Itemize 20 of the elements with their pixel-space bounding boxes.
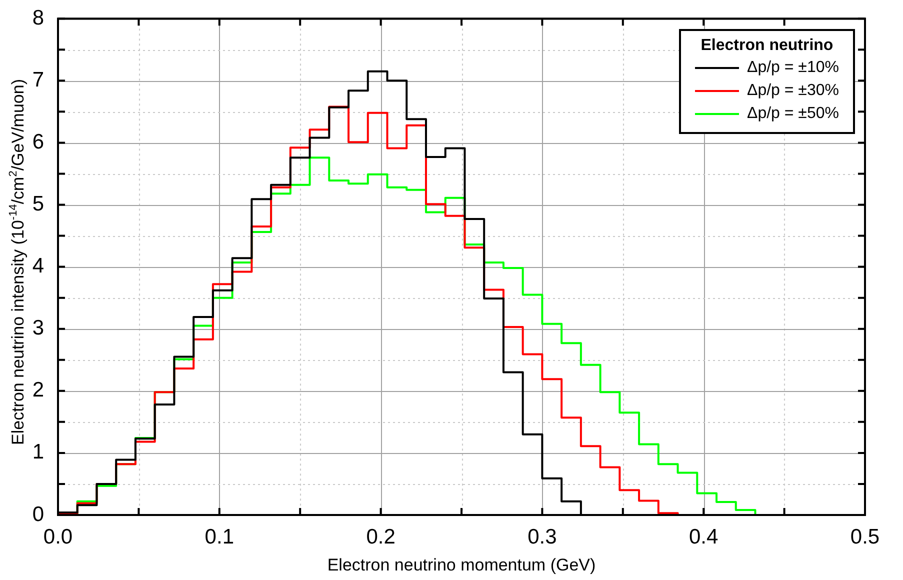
legend-label: Δp/p = ±50% xyxy=(747,105,839,124)
x-tick-label: 0.1 xyxy=(204,525,234,548)
y-tick-label: 7 xyxy=(32,68,44,92)
y-tick-label: 4 xyxy=(32,254,44,278)
x-axis-title: Electron neutrino momentum (GeV) xyxy=(327,555,596,574)
x-tick-label: 0.0 xyxy=(43,525,73,548)
legend-label: Δp/p = ±10% xyxy=(747,59,839,78)
x-tick-label: 0.4 xyxy=(689,525,719,548)
y-tick-label: 0 xyxy=(32,502,44,526)
y-tick-label: 1 xyxy=(32,440,44,464)
legend-title: Electron neutrino xyxy=(700,36,834,55)
y-tick-label: 2 xyxy=(32,378,44,402)
x-tick-label: 0.3 xyxy=(528,525,557,548)
x-tick-label: 0.2 xyxy=(366,525,396,548)
y-tick-label: 8 xyxy=(32,6,44,30)
y-tick-label: 3 xyxy=(32,316,44,340)
legend-label: Δp/p = ±30% xyxy=(747,82,839,100)
y-tick-label: 6 xyxy=(32,130,44,154)
x-tick-label: 0.5 xyxy=(850,525,880,548)
y-tick-label: 5 xyxy=(32,192,44,216)
